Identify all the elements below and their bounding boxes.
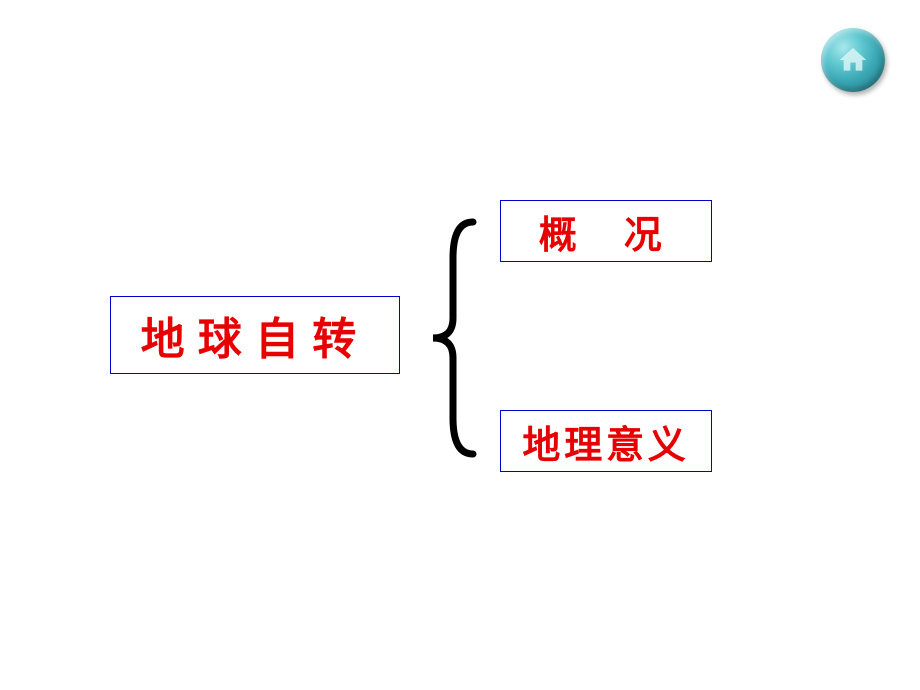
- root-label: 地球自转: [141, 303, 370, 367]
- root-node: 地球自转: [110, 296, 400, 374]
- home-button[interactable]: [821, 28, 885, 92]
- brace-connector: [418, 218, 488, 458]
- child-1-label-part2: 况: [624, 204, 673, 259]
- child-node-1: 概 况: [500, 200, 712, 262]
- home-icon: [837, 44, 869, 76]
- child-node-2: 地理意义: [500, 410, 712, 472]
- child-2-label: 地理意义: [522, 414, 689, 469]
- child-1-label-part1: 概: [539, 204, 588, 259]
